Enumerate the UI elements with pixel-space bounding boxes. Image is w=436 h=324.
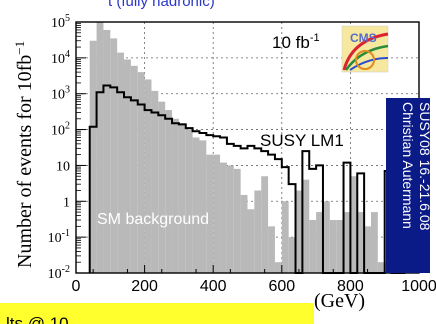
bar-sm-background [185,129,193,273]
bottom-banner [0,303,314,324]
x-tick-label: 1000 [401,278,436,295]
bar-sm-background [268,226,275,273]
bar-sm-background [302,179,310,273]
bar-sm-background [117,52,125,274]
bar-sm-background [288,237,296,273]
line-susy-lm1 [88,84,406,274]
x-tick-label: 800 [337,278,364,295]
bar-sm-background [103,29,111,273]
bar-sm-background [336,220,344,273]
bar-sm-background [309,220,317,273]
x-axis-label: (GeV) [314,290,365,312]
bar-sm-background [364,226,371,273]
bar-sm-background [124,59,131,273]
y-tick-label: 102 [51,121,70,139]
y-axis-label: Number of events for 10fb−1 [12,41,36,268]
bar-sm-background [254,190,262,273]
bar-sm-background [158,101,166,273]
bar-sm-background [247,209,255,273]
legend-sm-background: SM background [97,211,209,228]
bar-sm-background [316,212,323,273]
bar-sm-background [322,201,330,273]
bar-sm-background [144,79,152,273]
bar-sm-background [165,110,173,273]
bar-sm-background [357,212,365,273]
bar-sm-background [151,90,159,274]
top-banner-text: t (fully hadronic) [108,0,215,10]
sm-background-histogram [89,22,406,274]
bar-sm-background [240,194,248,273]
legend-susy-lm1: SUSY LM1 [260,131,344,150]
y-tick-label: 10-1 [48,228,70,246]
bar-sm-background [343,212,351,273]
bar-sm-background [172,118,179,274]
bar-sm-background [199,140,207,273]
luminosity-label: 10 fb-1 [272,32,320,52]
bar-sm-background [329,220,337,273]
bar-sm-background [233,168,241,273]
bar-sm-background [295,190,303,273]
susy-lm1-histogram [88,84,406,274]
bar-sm-background [281,201,289,273]
y-tick-label: 10 [56,159,70,174]
x-tick-label: 600 [268,278,295,295]
y-axis-ticks: 10-2 10-1 1 10 102 103 104 105 [48,13,86,282]
y-tick-label: 104 [51,49,70,67]
bar-sm-background [350,176,358,273]
x-tick-label: 0 [72,278,81,295]
cms-logo-text: CMS [350,31,377,45]
x-tick-label: 400 [200,278,227,295]
x-tick-label: 200 [131,278,158,295]
bar-sm-background [226,165,234,273]
bar-sm-background [89,40,97,274]
bar-sm-background [274,262,282,273]
bar-sm-background [261,176,269,273]
cms-logo: CMS [341,25,389,73]
bar-sm-background [370,212,378,273]
bar-sm-background [213,154,221,273]
y-tick-label: 105 [51,13,70,31]
bar-sm-background [130,65,138,273]
bar-sm-background [220,162,227,273]
bar-sm-background [192,137,200,273]
side-credit-box [386,98,430,273]
bar-sm-background [96,22,104,273]
bar-sm-background [178,123,186,274]
y-tick-label: 1 [63,195,70,210]
side-credit-line2: SUSY08 16.-21.6.08 [417,102,433,231]
bar-sm-background [110,38,118,273]
bar-sm-background [206,154,214,273]
bottom-banner-text: lts @ 10 [6,314,69,324]
bar-sm-background [137,72,145,274]
x-axis-ticks: 0 200 400 600 800 1000 [72,265,436,295]
y-tick-label: 10-2 [48,264,70,282]
side-credit-line1: Christian Autermann [400,102,416,229]
bar-sm-background [377,262,385,273]
y-tick-label: 103 [51,85,70,103]
